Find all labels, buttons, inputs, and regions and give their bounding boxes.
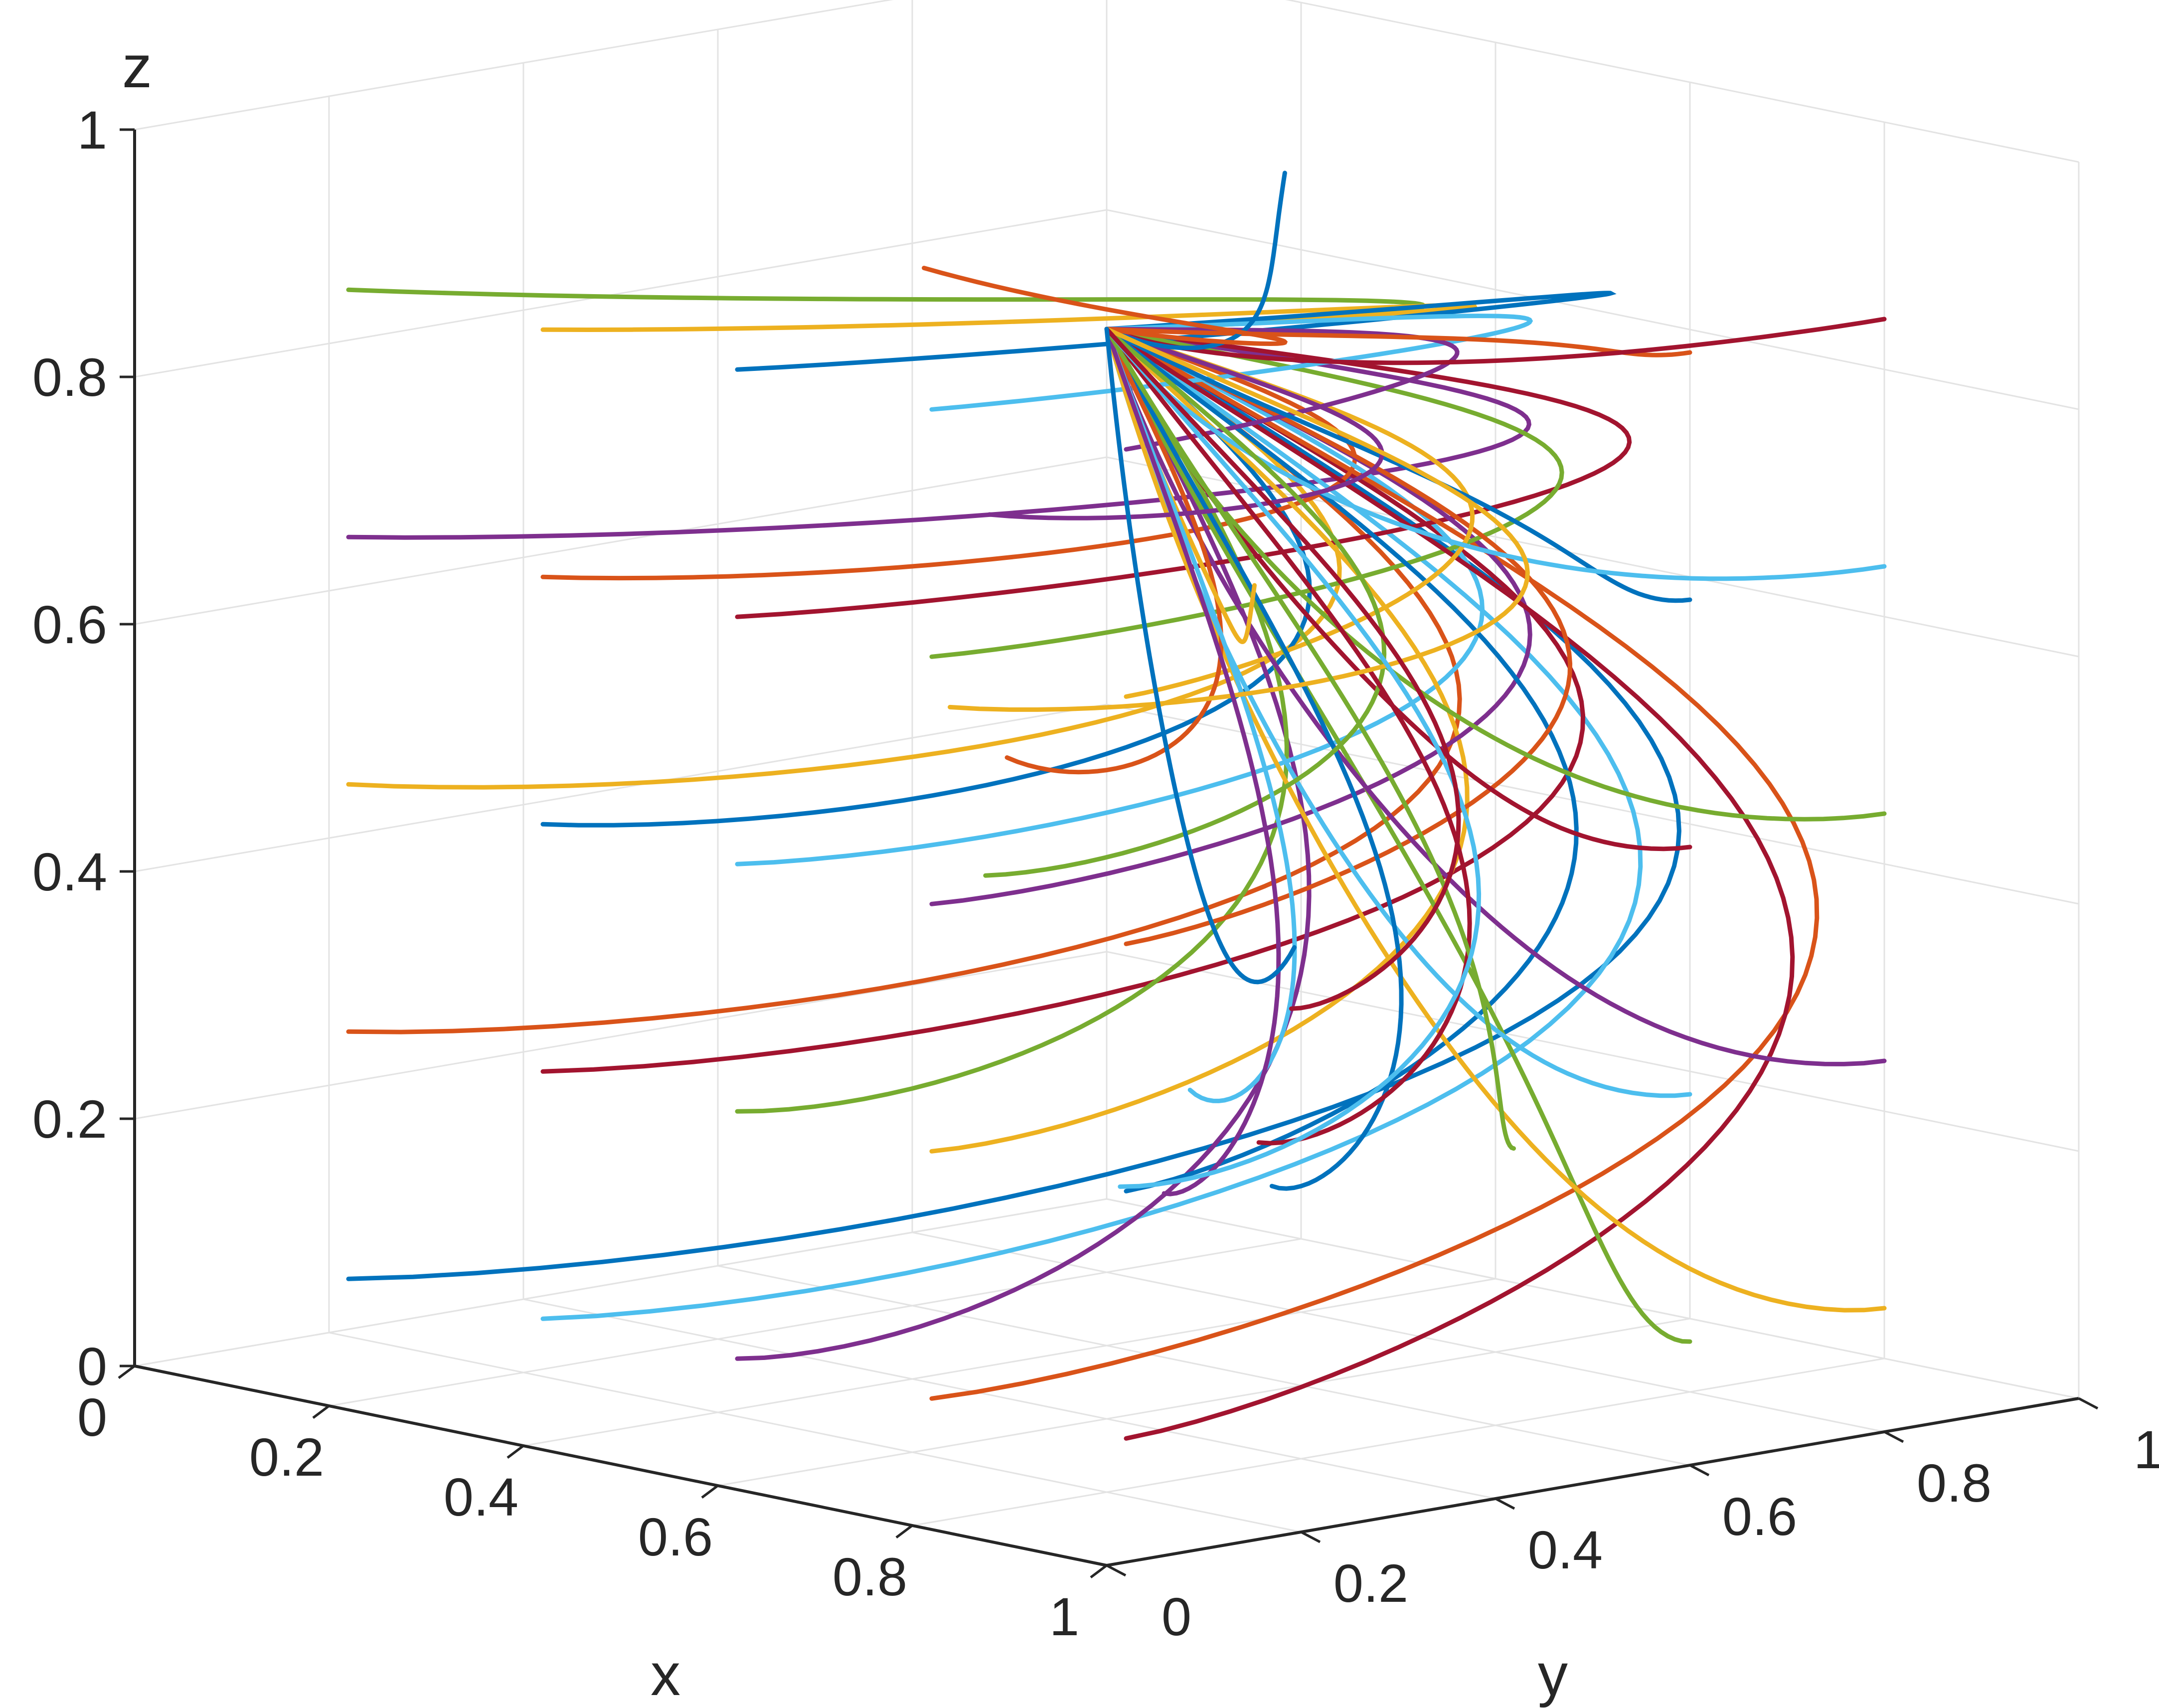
trajectory-line bbox=[1104, 327, 1692, 603]
grid-line bbox=[1106, 703, 2079, 905]
z-tick-label: 0 bbox=[77, 1336, 107, 1396]
y-tick-label: 0 bbox=[1162, 1586, 1191, 1647]
grid-line bbox=[329, 1238, 1302, 1407]
x-tick-mark bbox=[506, 1445, 524, 1459]
y-tick-mark bbox=[1300, 1531, 1321, 1543]
x-tick-mark bbox=[118, 1365, 136, 1379]
y-tick-mark bbox=[1883, 1430, 1904, 1443]
trajectory-line bbox=[1104, 327, 1573, 946]
trajectory-line bbox=[735, 327, 1312, 1361]
grid-line bbox=[134, 1198, 1107, 1367]
trajectory-line bbox=[346, 327, 1681, 1281]
trajectory-line bbox=[1104, 327, 1692, 1344]
grid-line bbox=[134, 951, 1107, 1120]
y-tick-mark bbox=[1106, 1564, 1127, 1577]
x-axis-line bbox=[134, 1365, 1107, 1567]
z-tick-label: 0.8 bbox=[32, 347, 107, 407]
trajectory-line bbox=[1104, 327, 1404, 1191]
z-axis-label: z bbox=[122, 33, 152, 100]
y-tick-mark bbox=[1495, 1497, 1515, 1510]
grid-line bbox=[134, 703, 1107, 872]
trajectory-line bbox=[983, 327, 1387, 878]
trajectory-line bbox=[346, 327, 1462, 1034]
trajectory-line bbox=[929, 327, 1470, 1154]
trajectory-line bbox=[735, 327, 1485, 866]
trajectory-line bbox=[1104, 327, 1281, 1196]
trajectory-line bbox=[1104, 327, 1887, 581]
y-axis-line bbox=[1106, 1397, 2079, 1567]
trajectory-line bbox=[1104, 327, 1795, 1441]
x-tick-mark bbox=[1090, 1564, 1108, 1578]
grid-line bbox=[523, 1298, 1496, 1500]
trajectory-line bbox=[922, 266, 1288, 346]
y-tick-label: 0.2 bbox=[1333, 1553, 1408, 1613]
trajectory-line bbox=[735, 327, 1632, 619]
z-tick-label: 0.2 bbox=[32, 1089, 107, 1149]
x-tick-label: 1 bbox=[1049, 1586, 1079, 1647]
y-tick-label: 0.8 bbox=[1917, 1453, 1992, 1513]
x-axis-label: x bbox=[651, 1641, 680, 1708]
x-tick-mark bbox=[312, 1405, 330, 1419]
grid-line bbox=[134, 209, 1107, 378]
trajectory-series bbox=[346, 171, 1887, 1441]
grid-line bbox=[134, 0, 894, 131]
trajectory-line bbox=[1104, 327, 1482, 1189]
trajectory-line bbox=[929, 327, 1820, 1401]
trajectory-line bbox=[1104, 327, 1297, 985]
grid-line bbox=[717, 1318, 1690, 1487]
y-axis-label: y bbox=[1538, 1641, 1568, 1708]
trajectory-line bbox=[346, 327, 1532, 540]
grid-line bbox=[1285, 0, 2079, 163]
axes-box bbox=[118, 128, 2099, 1578]
trajectory-line bbox=[540, 327, 1643, 1321]
y-tick-label: 0.4 bbox=[1528, 1520, 1603, 1580]
grid-line bbox=[523, 1278, 1496, 1447]
trajectory-line bbox=[1004, 327, 1224, 775]
y-tick-mark bbox=[1689, 1464, 1710, 1477]
x-tick-mark bbox=[701, 1485, 719, 1499]
trajectory-line bbox=[1104, 327, 1472, 1146]
z-tick-label: 0.4 bbox=[32, 842, 107, 902]
trajectory-line bbox=[929, 327, 1564, 659]
trajectory-line bbox=[1104, 327, 1297, 1103]
grid-line bbox=[1106, 951, 2079, 1152]
tick-labels: 0 0.2 0.4 0.6 0.8 1 0 0.2 0.4 0.6 0.8 1 0 0.2 0.4 0.6 0.… bbox=[32, 100, 2159, 1647]
trajectory-line bbox=[1104, 327, 1579, 1194]
grid-line bbox=[134, 456, 1107, 625]
y-tick-label: 1 bbox=[2134, 1419, 2159, 1480]
x-tick-label: 0.4 bbox=[444, 1467, 518, 1527]
grid-line bbox=[912, 1231, 1885, 1433]
grid-line bbox=[1106, 1198, 2079, 1399]
y-tick-mark bbox=[2078, 1397, 2099, 1410]
z-tick-label: 1 bbox=[77, 100, 107, 160]
grid-line bbox=[329, 1332, 1302, 1533]
trajectory-line bbox=[948, 327, 1530, 712]
grid-lines bbox=[134, 0, 2080, 1566]
z-tick-label: 0.6 bbox=[32, 594, 107, 655]
y-tick-label: 0.6 bbox=[1722, 1486, 1797, 1546]
trajectory-line bbox=[540, 303, 1478, 333]
trajectory-line bbox=[1104, 327, 1516, 1151]
x-tick-label: 0.6 bbox=[638, 1507, 713, 1567]
x-tick-label: 0.2 bbox=[249, 1427, 324, 1487]
trajectory-line bbox=[1104, 327, 1461, 1011]
x-tick-label: 0 bbox=[77, 1387, 107, 1447]
x-tick-label: 0.8 bbox=[832, 1546, 907, 1607]
trajectory-line bbox=[540, 327, 1357, 581]
x-tick-mark bbox=[895, 1525, 913, 1538]
grid-line bbox=[717, 1265, 1690, 1466]
grid-line bbox=[912, 1358, 1885, 1527]
grid-line bbox=[1106, 209, 2079, 410]
trajectory-line bbox=[540, 327, 1586, 1074]
